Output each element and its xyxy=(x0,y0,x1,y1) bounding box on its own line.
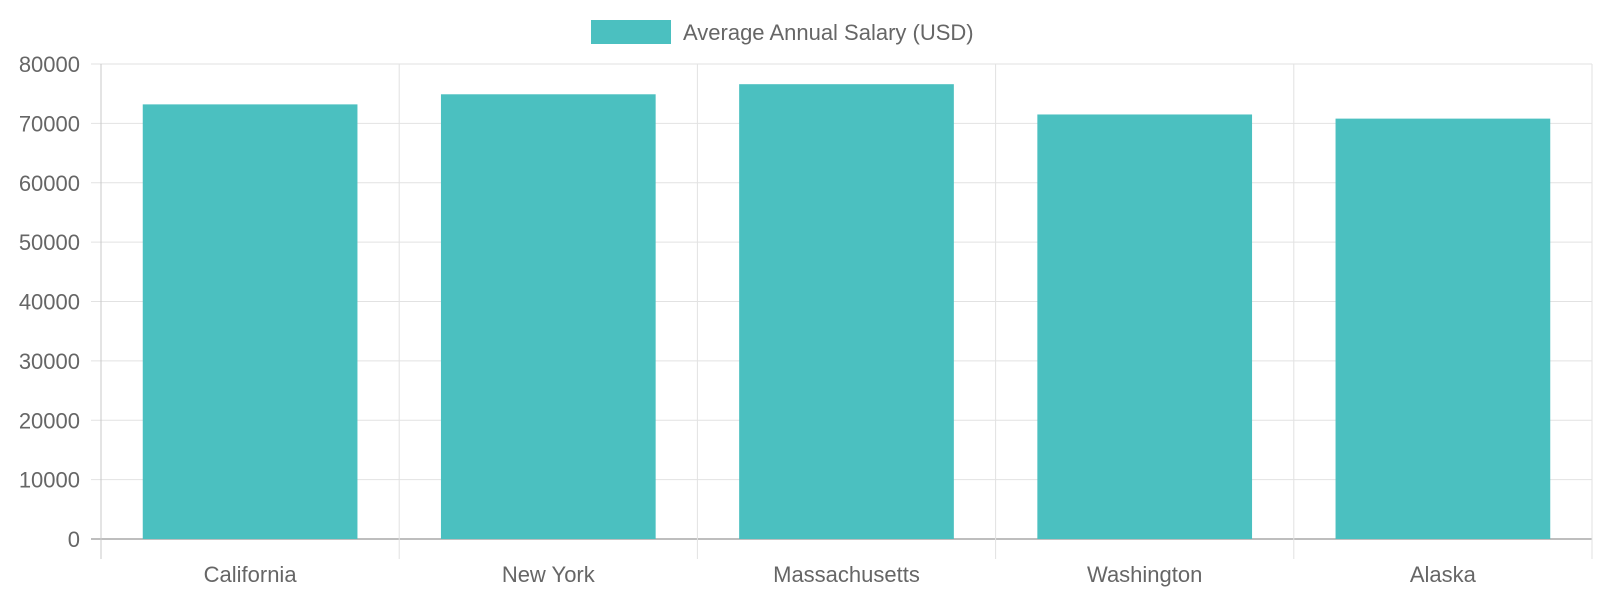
bars-layer xyxy=(142,84,1551,539)
axes-layer: 0 10000 20000 30000 40000 50000 60000 70000 8000… xyxy=(19,52,1477,587)
y-tick-label: 10000 xyxy=(19,468,80,493)
bar-washington[interactable] xyxy=(1037,114,1253,539)
legend-label: Average Annual Salary (USD) xyxy=(683,20,974,45)
bar-massachusetts[interactable] xyxy=(739,84,954,539)
x-tick-label: Massachusetts xyxy=(773,562,920,587)
legend-swatch xyxy=(591,20,671,44)
x-tick-label: California xyxy=(204,562,298,587)
y-tick-label: 80000 xyxy=(19,52,80,77)
x-tick-label: New York xyxy=(502,562,596,587)
y-tick-label: 30000 xyxy=(19,349,80,374)
x-tick-label: Washington xyxy=(1087,562,1202,587)
y-tick-label: 70000 xyxy=(19,111,80,136)
bar-alaska[interactable] xyxy=(1335,118,1551,539)
y-tick-label: 50000 xyxy=(19,230,80,255)
legend[interactable]: Average Annual Salary (USD) xyxy=(591,20,974,45)
x-tick-label: Alaska xyxy=(1410,562,1477,587)
y-tick-label: 40000 xyxy=(19,290,80,315)
bar-california[interactable] xyxy=(142,104,358,539)
y-tick-label: 60000 xyxy=(19,171,80,196)
y-tick-label: 20000 xyxy=(19,408,80,433)
y-tick-label: 0 xyxy=(68,527,80,552)
bar-new-york[interactable] xyxy=(440,94,656,539)
